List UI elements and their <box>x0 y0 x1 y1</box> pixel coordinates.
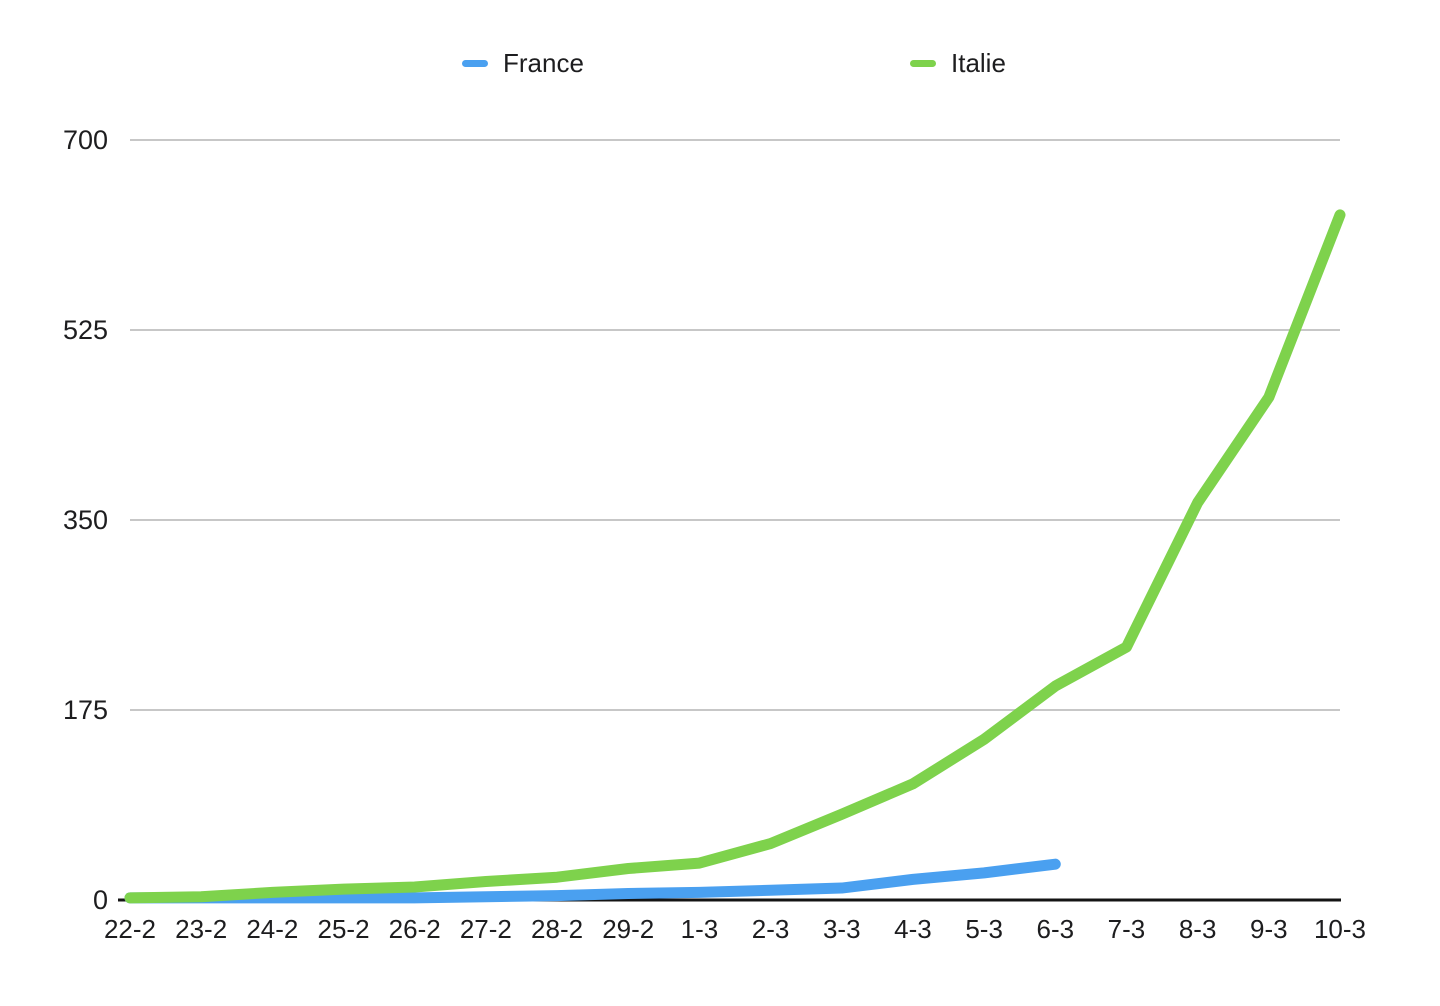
y-axis-tick-label: 525 <box>63 315 108 345</box>
y-axis-tick-label: 350 <box>63 505 108 535</box>
x-axis-tick-label: 1-3 <box>681 914 719 944</box>
y-axis-tick-label: 0 <box>93 885 108 915</box>
y-axis-tick-label: 700 <box>63 125 108 155</box>
x-axis-tick-label: 6-3 <box>1037 914 1075 944</box>
legend-item-italie: Italie <box>910 48 1006 78</box>
x-axis-tick-label: 24-2 <box>246 914 298 944</box>
x-axis-tick-label: 25-2 <box>318 914 370 944</box>
x-axis-tick-label: 2-3 <box>752 914 790 944</box>
x-axis-tick-label: 9-3 <box>1250 914 1288 944</box>
legend-swatch-italie <box>910 59 936 67</box>
legend-label-france: France <box>503 48 584 78</box>
legend-item-france: France <box>462 48 584 78</box>
chart-legend: France Italie <box>0 0 1440 90</box>
legend-swatch-france <box>462 59 488 67</box>
x-axis-tick-label: 26-2 <box>389 914 441 944</box>
legend-label-italie: Italie <box>951 48 1006 78</box>
series-line-france <box>124 858 1061 904</box>
series-line-italie <box>124 209 1346 904</box>
x-axis-tick-label: 10-3 <box>1314 914 1366 944</box>
x-axis-tick-label: 7-3 <box>1108 914 1146 944</box>
x-axis-tick-label: 27-2 <box>460 914 512 944</box>
x-axis-tick-label: 4-3 <box>894 914 932 944</box>
x-axis-tick-label: 3-3 <box>823 914 861 944</box>
x-axis-tick-label: 23-2 <box>175 914 227 944</box>
x-axis-tick-label: 28-2 <box>531 914 583 944</box>
x-axis-tick-label: 5-3 <box>965 914 1003 944</box>
x-axis-tick-label: 29-2 <box>602 914 654 944</box>
x-axis-tick-label: 8-3 <box>1179 914 1217 944</box>
x-axis-tick-label: 22-2 <box>104 914 156 944</box>
y-axis-tick-label: 175 <box>63 695 108 725</box>
